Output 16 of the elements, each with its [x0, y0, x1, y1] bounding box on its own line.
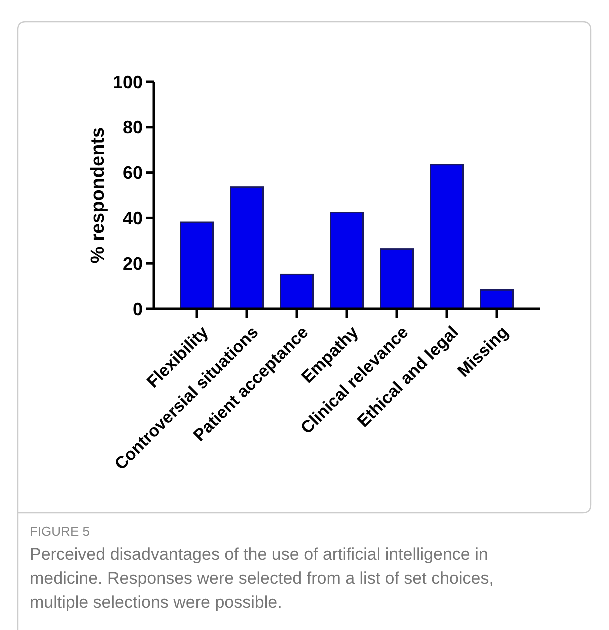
caption: FIGURE 5	[30, 524, 90, 539]
y-tick-label: 0	[132, 299, 143, 320]
y-axis-title: % respondents	[88, 127, 109, 264]
bar	[280, 274, 314, 310]
text: Perceived disadvantages of the use of artificial intelligence in medicine. Responses were selected from a list of set choices, multiple selections were possible.	[30, 545, 494, 612]
bar	[180, 222, 214, 310]
bar	[380, 248, 414, 310]
y-tick-label: 80	[122, 118, 143, 138]
y-tick-label: 60	[122, 163, 143, 184]
bar	[430, 164, 464, 310]
y-tick-label: 100	[112, 72, 143, 92]
bar	[230, 186, 264, 310]
y-tick-label: 40	[122, 208, 143, 228]
y-tick-label: 20	[122, 254, 143, 274]
bar	[330, 212, 364, 310]
bar	[480, 289, 514, 310]
